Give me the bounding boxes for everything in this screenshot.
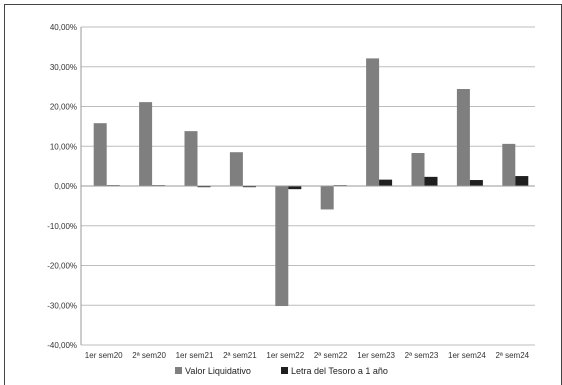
bar-letra-del-tesoro	[242, 186, 256, 188]
legend: Valor Liquidativo Letra del Tesoro a 1 a…	[175, 366, 388, 376]
bar-letra-del-tesoro	[469, 180, 483, 186]
bar-valor-liquidativo	[275, 186, 289, 307]
bar-letra-del-tesoro	[288, 186, 302, 190]
x-tick-label: 1er sem22	[266, 351, 304, 360]
bar-letra-del-tesoro	[424, 176, 438, 186]
legend-label-valor-liquidativo: Valor Liquidativo	[185, 366, 251, 376]
y-tick-label: 10,00%	[50, 142, 77, 151]
x-tick-label: 1er sem20	[85, 351, 123, 360]
bar-valor-liquidativo	[456, 89, 470, 186]
bar-valor-liquidativo	[502, 143, 516, 186]
x-tick-label: 2ª sem20	[132, 351, 166, 360]
bar-valor-liquidativo	[411, 153, 425, 186]
x-tick-label: 2ª sem24	[495, 351, 529, 360]
axes: 40,00% 30,00% 20,00% 10,00% 0,00% -10,00% -20,…	[47, 23, 535, 360]
legend-swatch-valor-liquidativo	[175, 367, 182, 374]
bar-letra-del-tesoro	[379, 179, 393, 186]
y-tick-label: 20,00%	[50, 103, 77, 112]
bar-valor-liquidativo	[366, 58, 380, 187]
bar-valor-liquidativo	[229, 152, 243, 186]
legend-label-letra-del-tesoro: Letra del Tesoro a 1 año	[291, 366, 388, 376]
legend-swatch-letra-del-tesoro	[281, 367, 288, 374]
y-tick-label: -30,00%	[47, 301, 77, 310]
x-tick-label: 2ª sem23	[405, 351, 439, 360]
bars	[93, 58, 529, 307]
y-tick-label: -10,00%	[47, 222, 77, 231]
bar-valor-liquidativo	[184, 131, 198, 186]
bar-valor-liquidativo	[93, 123, 107, 186]
bar-letra-del-tesoro	[515, 176, 529, 186]
y-tick-label: -40,00%	[47, 341, 77, 350]
x-tick-label: 1er sem21	[176, 351, 214, 360]
bar-valor-liquidativo	[320, 186, 334, 210]
x-tick-label: 2ª sem22	[314, 351, 348, 360]
x-tick-label: 1er sem23	[357, 351, 395, 360]
x-tick-label: 2ª sem21	[223, 351, 257, 360]
x-tick-label: 1er sem24	[448, 351, 486, 360]
y-tick-label: -20,00%	[47, 262, 77, 271]
y-tick-label: 40,00%	[50, 23, 77, 32]
y-tick-label: 0,00%	[54, 182, 77, 191]
bar-valor-liquidativo	[139, 102, 153, 186]
y-tick-label: 30,00%	[50, 63, 77, 72]
bar-letra-del-tesoro	[197, 186, 211, 188]
